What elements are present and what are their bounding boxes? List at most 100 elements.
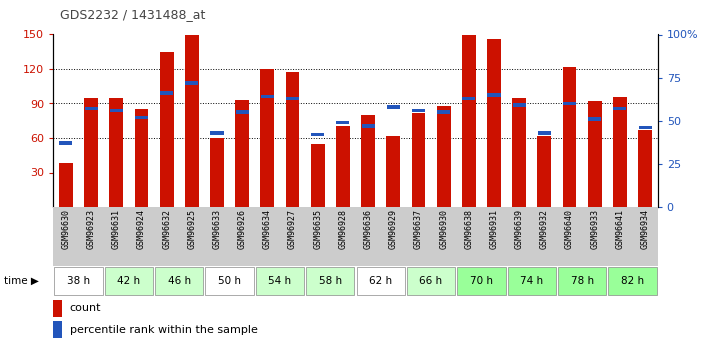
Text: GSM96639: GSM96639	[515, 209, 524, 249]
Bar	[331, 207, 356, 266]
Text: GSM96932: GSM96932	[540, 209, 549, 249]
Text: GSM96631: GSM96631	[112, 209, 121, 249]
Bar	[109, 109, 123, 112]
Bar	[235, 110, 249, 114]
Bar	[311, 133, 324, 136]
Text: GSM96637: GSM96637	[414, 209, 423, 249]
Bar	[638, 130, 652, 207]
Bar	[53, 322, 63, 338]
Bar	[361, 124, 375, 128]
Bar	[205, 207, 230, 266]
Text: GSM96635: GSM96635	[314, 209, 322, 249]
Text: GSM96924: GSM96924	[137, 209, 146, 249]
Text: GSM96927: GSM96927	[288, 209, 297, 249]
Bar	[286, 97, 299, 100]
Bar	[437, 110, 450, 114]
Text: GSM96928: GSM96928	[338, 209, 348, 249]
Text: 78 h: 78 h	[570, 276, 594, 286]
Bar	[84, 98, 98, 207]
Bar	[380, 207, 406, 266]
Text: 82 h: 82 h	[621, 276, 644, 286]
FancyBboxPatch shape	[558, 267, 606, 295]
Text: 66 h: 66 h	[419, 276, 443, 286]
Text: GSM96929: GSM96929	[389, 209, 397, 249]
Bar	[532, 207, 557, 266]
Bar	[412, 113, 425, 207]
Bar	[512, 98, 526, 207]
Text: 42 h: 42 h	[117, 276, 141, 286]
Bar	[336, 121, 350, 124]
FancyBboxPatch shape	[609, 267, 657, 295]
Bar	[59, 163, 73, 207]
Text: GSM96934: GSM96934	[641, 209, 650, 249]
Text: 50 h: 50 h	[218, 276, 241, 286]
Text: time ▶: time ▶	[4, 276, 38, 286]
Bar	[488, 93, 501, 97]
Bar	[286, 72, 299, 207]
Bar	[260, 69, 274, 207]
Bar	[538, 136, 551, 207]
FancyBboxPatch shape	[356, 267, 405, 295]
Bar	[160, 52, 173, 207]
Bar	[154, 207, 179, 266]
Bar	[462, 34, 476, 207]
FancyBboxPatch shape	[105, 267, 153, 295]
Bar	[210, 131, 223, 135]
Bar	[386, 136, 400, 207]
Bar	[412, 109, 425, 112]
FancyBboxPatch shape	[256, 267, 304, 295]
Text: GSM96925: GSM96925	[187, 209, 196, 249]
Text: GSM96923: GSM96923	[87, 209, 95, 249]
Text: 54 h: 54 h	[268, 276, 292, 286]
Bar	[638, 126, 652, 129]
Bar	[431, 207, 456, 266]
Bar	[53, 300, 63, 317]
Text: GSM96926: GSM96926	[237, 209, 247, 249]
FancyBboxPatch shape	[407, 267, 455, 295]
Text: count: count	[70, 303, 101, 313]
Bar	[481, 207, 506, 266]
Bar	[261, 95, 274, 98]
Bar	[633, 207, 658, 266]
Text: GDS2232 / 1431488_at: GDS2232 / 1431488_at	[60, 8, 205, 21]
Text: 62 h: 62 h	[369, 276, 392, 286]
Text: GSM96638: GSM96638	[464, 209, 474, 249]
Bar	[487, 39, 501, 207]
Bar	[538, 131, 551, 135]
Bar	[356, 207, 380, 266]
Bar	[588, 101, 602, 207]
Bar	[563, 102, 576, 105]
Text: 58 h: 58 h	[319, 276, 342, 286]
Bar	[506, 207, 532, 266]
Text: GSM96630: GSM96630	[61, 209, 70, 249]
Bar	[235, 100, 249, 207]
Text: GSM96634: GSM96634	[263, 209, 272, 249]
Bar	[462, 97, 476, 100]
Text: percentile rank within the sample: percentile rank within the sample	[70, 325, 257, 335]
Bar	[179, 207, 205, 266]
Bar	[336, 127, 350, 207]
Bar	[437, 106, 451, 207]
Bar	[185, 34, 199, 207]
Text: GSM96632: GSM96632	[162, 209, 171, 249]
Bar	[255, 207, 280, 266]
Bar	[613, 97, 627, 207]
Text: 74 h: 74 h	[520, 276, 543, 286]
FancyBboxPatch shape	[155, 267, 203, 295]
Bar	[230, 207, 255, 266]
Bar	[186, 81, 198, 85]
Bar	[387, 105, 400, 109]
Bar	[129, 207, 154, 266]
Text: GSM96930: GSM96930	[439, 209, 448, 249]
Bar	[311, 144, 325, 207]
FancyBboxPatch shape	[457, 267, 506, 295]
Bar	[557, 207, 582, 266]
Text: GSM96636: GSM96636	[363, 209, 373, 249]
Bar	[513, 104, 525, 107]
Bar	[53, 207, 78, 266]
Bar	[160, 91, 173, 95]
FancyBboxPatch shape	[54, 267, 102, 295]
Text: GSM96931: GSM96931	[489, 209, 498, 249]
Bar	[280, 207, 305, 266]
Bar	[588, 117, 602, 121]
